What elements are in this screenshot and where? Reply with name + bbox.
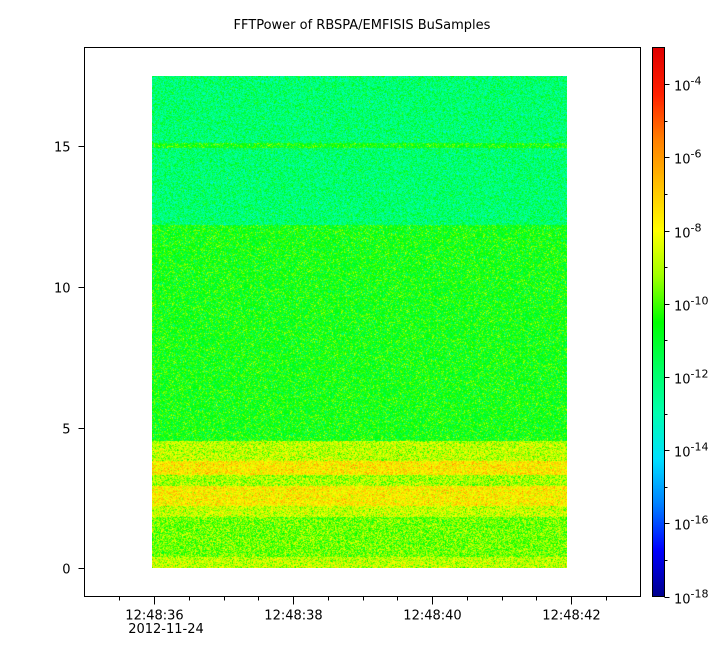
colorbar-tick-label: 10-14 xyxy=(674,441,709,461)
colorbar-tick-label: 10-16 xyxy=(674,514,709,534)
y-tick-label: 10 xyxy=(54,282,71,297)
y-axis: 0 5 10 15 xyxy=(54,141,85,578)
spectrogram-heatmap xyxy=(152,76,567,568)
y-tick-label: 0 xyxy=(62,563,70,578)
colorbar-tick-label: 10-18 xyxy=(674,588,709,608)
colorbar-tick-label: 10-6 xyxy=(674,148,702,168)
x-tick-label: 12:48:40 xyxy=(403,609,461,624)
colorbar-tick-label: 10-10 xyxy=(674,295,709,315)
colorbar-frame xyxy=(652,47,665,597)
x-tick-label: 12:48:36 xyxy=(125,609,183,624)
colorbar-gradient xyxy=(652,47,665,597)
colorbar-tick-label: 10-8 xyxy=(674,222,702,242)
colorbar-axis: 10-4 10-6 10-8 10-10 10-12 10-14 10-16 10-18 xyxy=(664,75,709,608)
x-axis: 12:48:36 12:48:38 12:48:40 12:48:42 xyxy=(119,596,607,624)
colorbar-tick-label: 10-4 xyxy=(674,75,702,95)
x-axis-date-label: 2012-11-24 xyxy=(128,622,204,637)
chart-title: FFTPower of RBSPA/EMFISIS BuSamples xyxy=(234,18,491,33)
colorbar-tick-label: 10-12 xyxy=(674,368,709,388)
y-tick-label: 5 xyxy=(62,423,70,438)
x-tick-label: 12:48:42 xyxy=(542,609,600,624)
y-tick-label: 15 xyxy=(54,141,71,156)
x-tick-label: 12:48:38 xyxy=(264,609,322,624)
